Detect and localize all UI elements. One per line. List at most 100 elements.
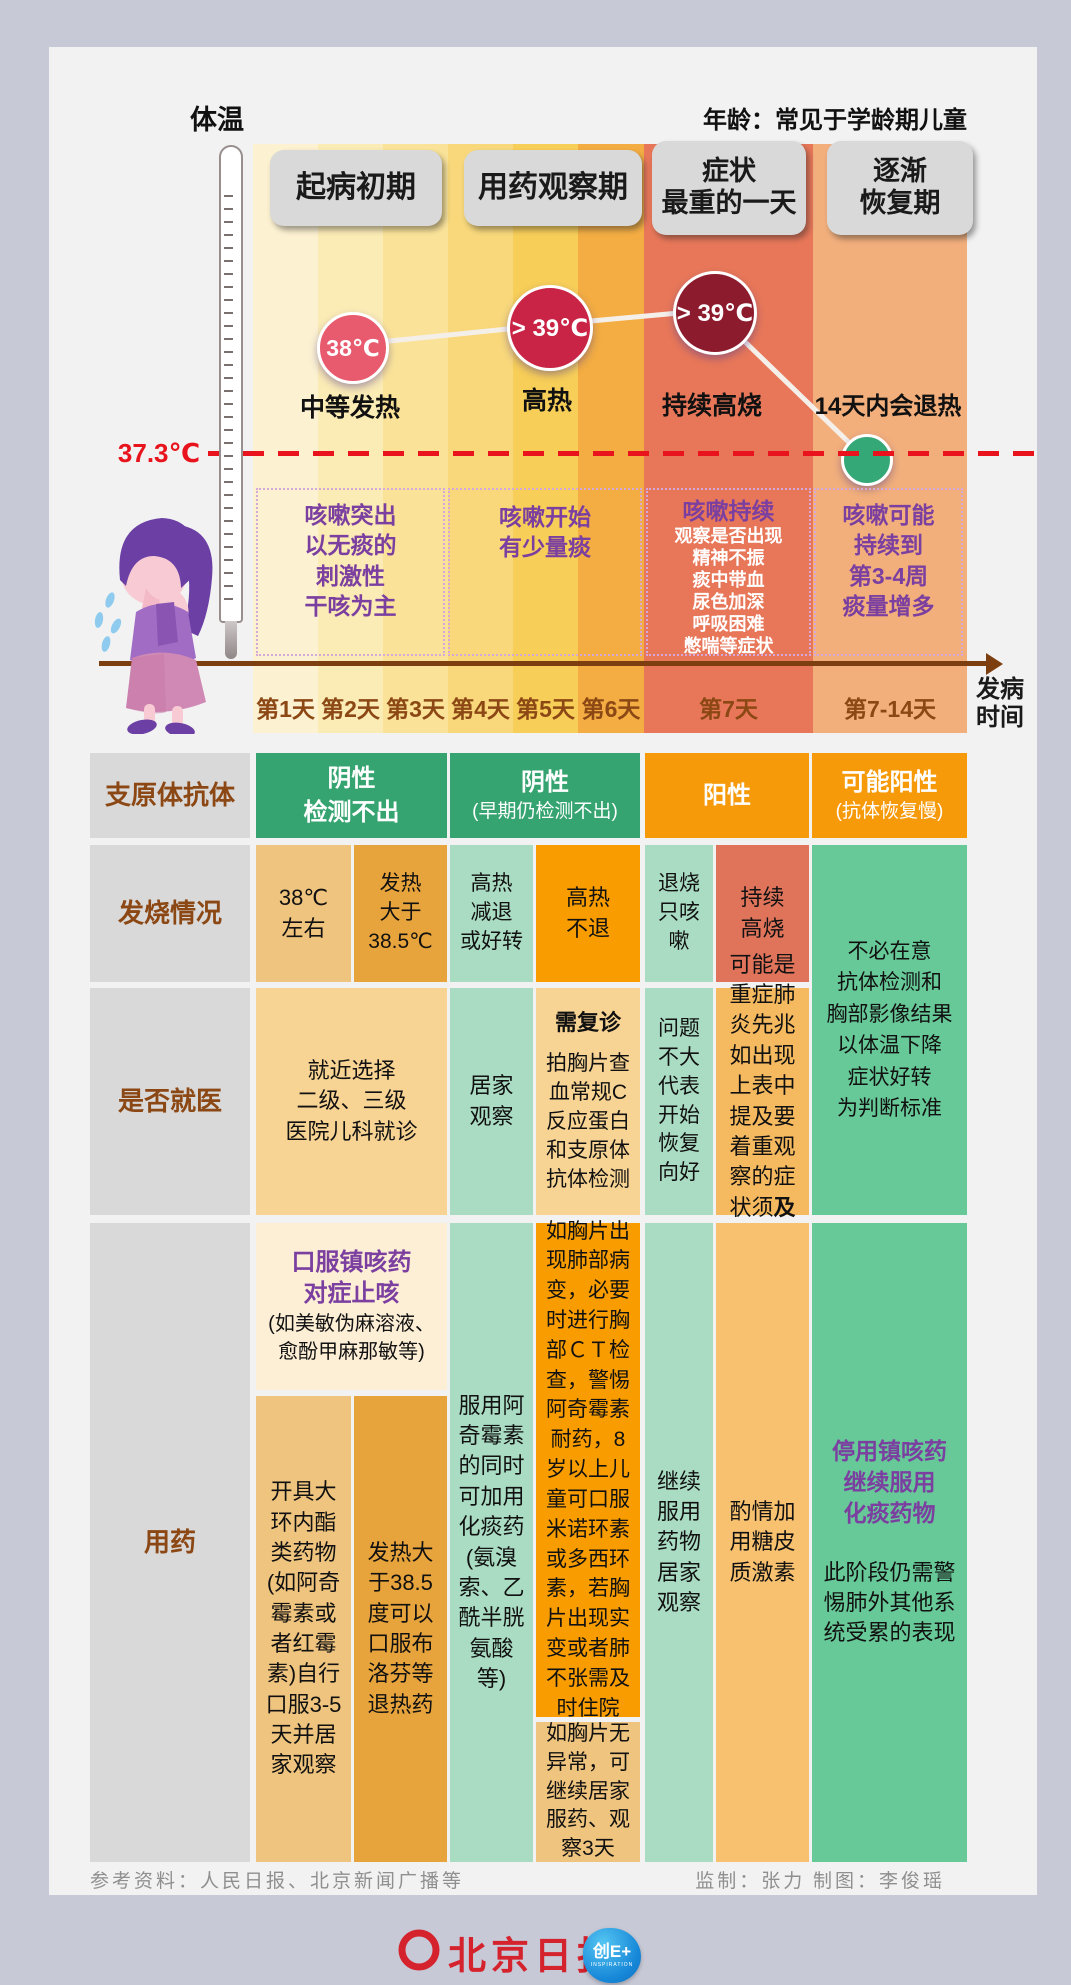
fever-chart-area [253,144,967,733]
med-cell-recovery: 停用镇咳药 继续服用 化痰药物 此阶段仍需警惕肺外其他系统受累的表现 [812,1223,967,1862]
visit-cell-improving: 问题 不大 代表 开始 恢复 向好 [645,988,713,1215]
med-cell-continue: 继续服用药物居家观察 [645,1223,713,1862]
fever-cell-unrelenting: 高热 不退 [536,845,640,982]
temp-point-39-persistent: > 39℃ [673,271,757,355]
thermometer-tip [225,621,237,659]
med-cell-steroid: 酌情加用糖皮质激素 [716,1223,809,1862]
med-cough-suppressant-title: 口服镇咳药 对症止咳 [291,1248,412,1307]
phase-title-onset: 起病初期 [270,150,442,226]
antibody-negative-2: 阴性 (早期仍检测不出) [450,753,640,838]
visit-cell-severe-warning: 可能是重症肺炎先兆如出现上表中提及要着重观察的症状须及时送医 [716,952,809,1250]
day7-stripe [644,144,813,733]
y-axis-title: 体温 [190,105,244,135]
fever-cell-subsiding: 高热 减退 或好转 [450,845,533,982]
visit-recheck-title: 需复诊 [554,1009,621,1035]
day6-stripe [578,144,644,733]
day2-stripe [318,144,383,733]
med-cough-suppressant-note: (如美敏伪麻溶液、愈酚甲麻那敏等) [268,1313,435,1363]
cough-text-onset: 咳嗽突出 以无痰的 刺激性 干咳为主 [304,502,397,620]
cough-text-recovery: 咳嗽可能 持续到 第3-4周 痰量增多 [842,502,935,620]
fever-cell-persistent: 持续 高烧 [716,845,809,982]
fever-cell-cough-only: 退烧 只咳 嗽 [645,845,713,982]
day-label-3: 第3天 [386,696,445,722]
beijing-daily-emblem-icon [398,1929,440,1971]
temp-point-39-high-label: > 39℃ [511,314,589,342]
day-label-7: 第7天 [699,696,758,722]
cough-text-medication: 咳嗽开始 有少量痰 [499,504,591,561]
day-label-4: 第4天 [451,696,510,722]
phase-title-recovery: 逐渐 恢复期 [827,141,973,235]
time-axis-line [99,661,987,666]
antibody-4-sub: (抗体恢复慢) [835,800,944,822]
chuang-e-badge-icon: 创E+ INSPIRATION [583,1928,641,1983]
temp-point-recovered [841,434,893,486]
visit-recheck-body: 拍胸片查血常规C反应蛋白和支原体抗体检测 [546,1052,630,1192]
med-cell-xray-normal: 如胸片无异常，可继续居家服药、观察3天 [536,1722,640,1862]
antibody-positive: 阳性 [645,753,809,838]
visit-cell-recheck: 需复诊 拍胸片查血常规C反应蛋白和支原体抗体检测 [536,988,640,1215]
row-label-visit: 是否就医 [90,988,250,1215]
age-note: 年龄：常见于学龄期儿童 [703,107,967,134]
fever-visit-note-cell: 不必在意 抗体检测和 胸部影像结果 以体温下降 症状好转 为判断标准 [812,845,967,1215]
badge-text: 创E+ [592,1942,632,1961]
row-label-medication: 用药 [90,1223,250,1862]
day-label-1: 第1天 [256,696,315,722]
fever-level-moderate: 中等发热 [299,394,400,422]
phase-title-worst-day: 症状 最重的一天 [652,141,806,235]
med-recovery-title: 停用镇咳药 继续服用 化痰药物 [832,1438,947,1527]
recovery-stripe [813,144,967,733]
badge-subtext: INSPIRATION [590,1962,634,1968]
day1-stripe [253,144,318,733]
thermometer-ticks [224,195,233,610]
med-cell-ct-check: 如胸片出现肺部病变，必要时进行胸部ＣＴ检查，警惕阿奇霉素耐药，8岁以上儿童可口服… [536,1220,640,1720]
reference-note: 参考资料：人民日报、北京新闻广播等 [90,1871,465,1892]
antibody-3-main: 阳性 [703,781,751,809]
fever-level-persistent: 持续高烧 [661,392,762,420]
visit-severe-body: 可能是重症肺炎先兆如出现上表中提及要着重观察的症状须 [729,951,796,1220]
med-cell-ibuprofen: 发热大于38.5度可以口服布洛芬等退热药 [354,1396,447,1862]
day-label-6: 第6天 [581,696,641,722]
med-cell-macrolide: 开具大环内酯类药物(如阿奇霉素或者红霉素)自行口服3-5天并居家观察 [256,1396,351,1862]
cough-text-worst-day: 咳嗽持续 [682,498,775,524]
temp-point-38: 38℃ [317,312,389,384]
antibody-1-main: 阴性 [327,765,376,793]
day3-stripe [383,144,448,733]
cough-box-worst-day: 咳嗽持续 观察是否出现 精神不振 痰中带血 尿色加深 呼吸困难 憋喘等症状 [646,488,811,656]
med-recovery-body: 此阶段仍需警惕肺外其他系统受累的表现 [823,1559,956,1646]
med-cell-cough-suppressant: 口服镇咳药 对症止咳 (如美敏伪麻溶液、愈酚甲麻那敏等) [256,1223,447,1390]
antibody-negative-1: 阴性 检测不出 [256,753,447,838]
fever-cell-over385: 发热 大于 38.5℃ [354,845,447,982]
phase-title-medication: 用药观察期 [464,150,642,226]
antibody-4-main: 可能阳性 [841,768,938,796]
time-axis-arrowhead [986,653,1003,675]
cough-box-medication: 咳嗽开始 有少量痰 [448,488,642,656]
threshold-dashed-line [208,451,1038,456]
day5-stripe [513,144,578,733]
fever-trend-line [349,307,866,459]
cough-box-onset: 咳嗽突出 以无痰的 刺激性 干咳为主 [256,488,445,656]
visit-cell-hospital: 就近选择 二级、三级 医院儿科就诊 [256,988,447,1215]
x-axis-title: 发病 时间 [976,676,1024,731]
antibody-2-sub: (早期仍检测不出) [472,800,618,822]
day-label-2: 第2天 [321,696,380,722]
antibody-maybe-positive: 可能阳性 (抗体恢复慢) [812,753,967,838]
cough-box-recovery: 咳嗽可能 持续到 第3-4周 痰量增多 [814,488,963,656]
credits-note: 监制：张力 制图：李俊瑶 [695,1871,945,1892]
row-label-antibody: 支原体抗体 [90,753,250,838]
threshold-label: 37.3℃ [117,438,200,468]
antibody-1-sub: 检测不出 [303,798,400,826]
cough-warning-list: 观察是否出现 精神不振 痰中带血 尿色加深 呼吸困难 憋喘等症状 [674,526,783,657]
fever-level-high: 高热 [521,387,572,415]
med-cell-azithromycin-expectorant: 服用阿奇霉素的同时可加用化痰药(氨溴索、乙酰半胱氨酸等) [450,1223,533,1862]
day-label-7-14: 第7-14天 [843,696,937,722]
row-label-fever: 发烧情况 [90,845,250,982]
fever-level-recovery: 14天内会退热 [814,393,962,420]
temp-point-39-persistent-label: > 39℃ [676,299,754,327]
temp-point-39-high: > 39℃ [507,285,593,371]
visit-cell-home: 居家 观察 [450,988,533,1215]
day-label-5: 第5天 [516,696,575,722]
coughing-girl-illustration [94,518,213,734]
temp-point-38-label: 38℃ [326,334,380,361]
day4-stripe [448,144,513,733]
fever-cell-38: 38℃ 左右 [256,845,351,982]
